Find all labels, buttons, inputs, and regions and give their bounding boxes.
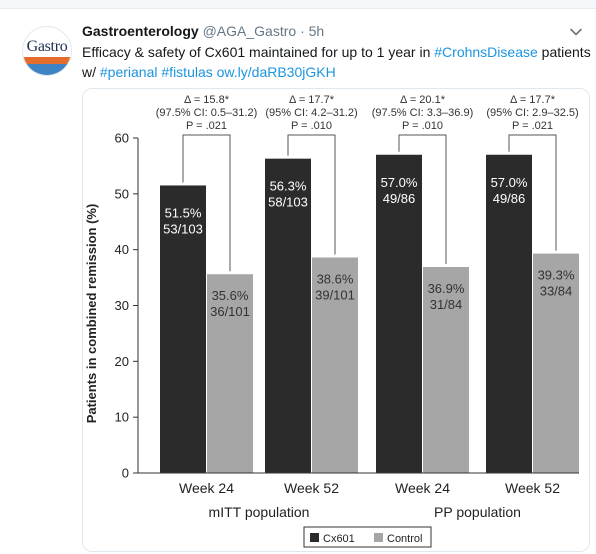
y-tick-label: 10 <box>115 410 129 425</box>
annotation-ci: (95% CI: 2.9–32.5) <box>486 107 578 119</box>
annotation-pvalue: P = .021 <box>186 120 227 132</box>
y-tick-label: 0 <box>122 466 129 481</box>
significance-bracket <box>398 134 447 264</box>
chevron-down-icon[interactable] <box>568 24 584 40</box>
bar-count-label: 39/101 <box>315 287 355 302</box>
annotation-ci: (97.5% CI: 3.3–36.9) <box>372 107 474 119</box>
meta-separator: · <box>300 23 305 39</box>
hashtag-perianal[interactable]: #perianal <box>99 64 158 80</box>
y-tick-label: 50 <box>115 186 129 201</box>
annotation-pvalue: P = .021 <box>512 120 553 132</box>
bar-value-label: 51.5% <box>165 205 202 220</box>
control-bar <box>533 253 579 473</box>
remission-bar-chart: 0 10 20 30 40 50 60 Patients in combined remiss… <box>84 94 579 548</box>
legend-box <box>303 526 432 548</box>
x-category-label: Week 24 <box>179 480 234 496</box>
avatar-orange-band <box>23 57 71 64</box>
avatar-blue-band <box>23 64 71 75</box>
bar-count-label: 31/84 <box>430 297 463 312</box>
tweet-text-mid: patients w/ <box>82 44 591 80</box>
x-category-label: Week 52 <box>505 480 560 496</box>
annotation-delta: Δ = 17.7* <box>289 94 335 106</box>
bar-value-label: 36.9% <box>428 281 465 296</box>
annotation-ci: (97.5% CI: 0.5–31.2) <box>156 107 258 119</box>
timeline-top-strip <box>0 0 596 9</box>
y-tick-label: 30 <box>115 298 129 313</box>
annotation-pvalue: P = .010 <box>402 120 443 132</box>
bar-value-label: 57.0% <box>381 175 418 190</box>
y-tick-label: 40 <box>115 242 129 257</box>
significance-bracket <box>287 134 336 255</box>
significance-bracket <box>182 134 231 272</box>
bar-count-label: 33/84 <box>540 284 573 299</box>
hashtag-crohnsdisease[interactable]: #CrohnsDisease <box>434 44 538 60</box>
cx601-bar <box>160 185 206 473</box>
annotation-delta: Δ = 17.7* <box>510 94 556 106</box>
cx601-bar <box>376 154 422 473</box>
bar-value-label: 38.6% <box>317 271 354 286</box>
control-bar <box>423 266 469 473</box>
bar-count-label: 49/86 <box>493 191 526 206</box>
author-handle[interactable]: @AGA_Gastro <box>202 23 297 39</box>
tweet-timestamp[interactable]: 5h <box>308 23 325 39</box>
annotation-delta: Δ = 20.1* <box>400 94 446 106</box>
author-name[interactable]: Gastroenterology <box>82 23 199 39</box>
tweet-link[interactable]: ow.ly/daRB30jGKH <box>216 64 336 80</box>
tweet-text-intro: Efficacy & safety of Cx601 maintained fo… <box>82 44 435 60</box>
annotation-pvalue: P = .010 <box>291 120 332 132</box>
significance-bracket <box>508 134 557 251</box>
control-bar <box>207 274 253 473</box>
cx601-bar <box>265 158 311 473</box>
avatar[interactable]: Gastro <box>22 26 72 76</box>
bar-value-label: 57.0% <box>491 175 528 190</box>
legend-swatch-cx601 <box>310 533 319 542</box>
bar-count-label: 53/103 <box>163 221 203 236</box>
y-tick-label: 60 <box>115 131 129 146</box>
avatar-wordmark: Gastro <box>26 38 68 55</box>
legend-label-cx601: Cx601 <box>323 533 355 545</box>
bar-value-label: 39.3% <box>538 268 575 283</box>
legend-swatch-control <box>374 533 383 542</box>
bar-count-label: 58/103 <box>268 195 308 210</box>
x-group-label: mITT population <box>209 504 310 520</box>
annotation-delta: Δ = 15.8* <box>184 94 230 106</box>
hashtag-fistulas[interactable]: #fistulas <box>161 64 213 80</box>
x-category-label: Week 24 <box>395 480 450 496</box>
control-bar <box>312 257 358 473</box>
bar-count-label: 36/101 <box>210 304 250 319</box>
legend-label-control: Control <box>387 533 422 545</box>
tweet-header: Gastroenterology @AGA_Gastro · 5h <box>82 22 324 40</box>
x-category-label: Week 52 <box>284 480 339 496</box>
tweet-text: Efficacy & safety of Cx601 maintained fo… <box>82 42 592 82</box>
chart-image[interactable]: 0 10 20 30 40 50 60 Patients in combined remiss… <box>82 88 590 552</box>
annotation-ci: (95% CI: 4.2–31.2) <box>265 107 357 119</box>
x-group-label: PP population <box>434 504 521 520</box>
cx601-bar <box>486 154 532 473</box>
y-axis-label: Patients in combined remission (%) <box>84 204 99 424</box>
bar-count-label: 49/86 <box>383 191 416 206</box>
bar-value-label: 56.3% <box>270 179 307 194</box>
y-tick-label: 20 <box>115 354 129 369</box>
bar-value-label: 35.6% <box>212 288 249 303</box>
